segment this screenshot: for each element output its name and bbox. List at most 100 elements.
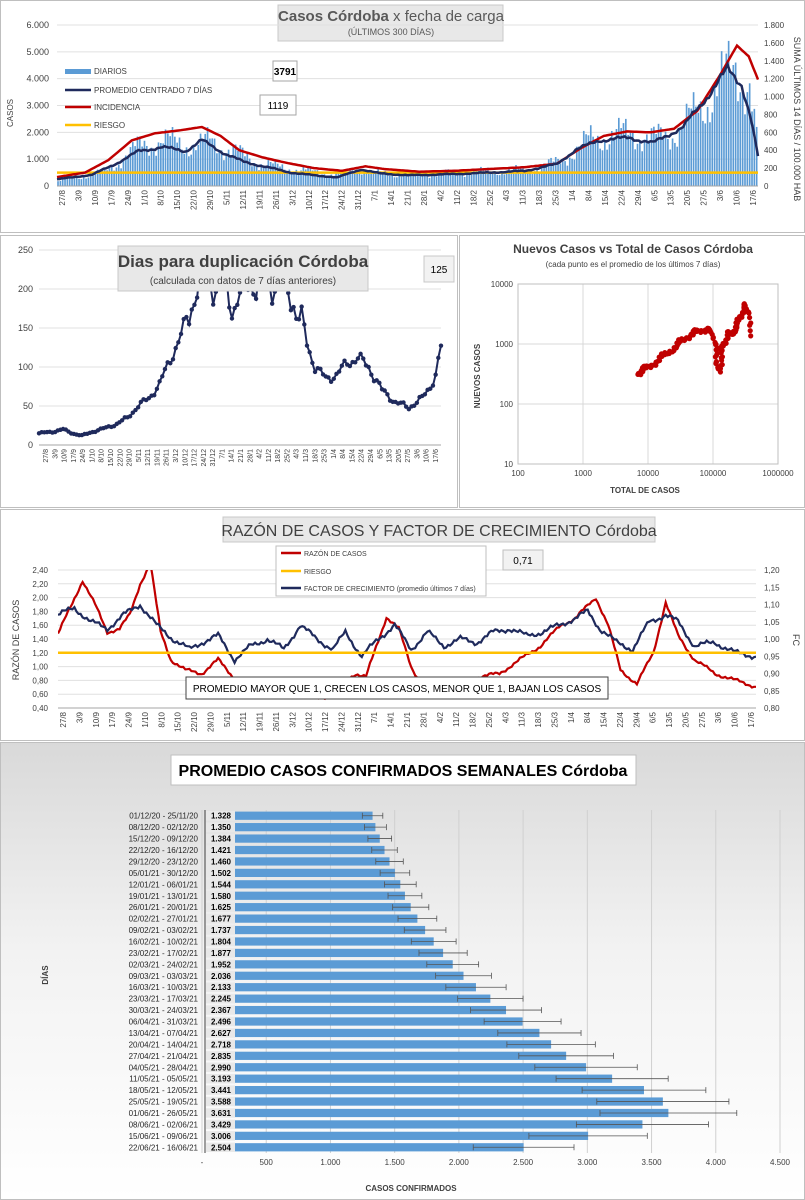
x-tick-label: 15/10 [174, 711, 183, 732]
x-tick-label: 4/3 [502, 189, 511, 201]
bar-diarios [71, 177, 73, 186]
x-tick-label: 12/11 [239, 189, 248, 209]
scatter-point [719, 354, 726, 360]
x-tick-label: 4/2 [436, 189, 445, 201]
data-point [135, 405, 141, 410]
bar-diarios [706, 106, 709, 186]
x-tick-label: 18/2 [469, 711, 478, 727]
bar-diarios [480, 166, 482, 186]
value-label-bg [206, 913, 235, 924]
x-tick-label: 3/9 [75, 711, 84, 723]
bar-diarios [414, 173, 417, 186]
bar-value-label: 3.193 [211, 1075, 232, 1084]
data-point [253, 296, 259, 302]
x-tick-label: 25/2 [485, 711, 494, 727]
bar-diarios [227, 149, 230, 186]
bar-diarios [66, 178, 69, 186]
x-tick-label: 11/3 [303, 449, 310, 462]
y-tick-label-left: 2,00 [32, 594, 48, 603]
data-point [414, 400, 420, 406]
y-tick-label: 250 [18, 245, 33, 255]
bar-diarios [435, 176, 438, 186]
bar-diarios [720, 51, 723, 186]
bar-weekly [235, 834, 380, 843]
bar-diarios [417, 172, 419, 186]
data-point [385, 392, 390, 397]
x-tick-label: 22/4 [617, 189, 626, 205]
bar-diarios [286, 171, 288, 186]
y-axis-label: DÍAS [41, 965, 50, 985]
data-point [355, 356, 361, 361]
bar-diarios [407, 173, 410, 186]
data-point [336, 369, 342, 374]
x-tick-label: 4.500 [770, 1158, 791, 1167]
bar-diarios [440, 171, 443, 186]
bar-value-label: 3.441 [211, 1086, 232, 1095]
x-tick-label: 14/1 [387, 711, 396, 727]
bar-diarios [496, 174, 499, 186]
chart-title: RAZÓN DE CASOS Y FACTOR DE CRECIMIENTO C… [221, 521, 656, 540]
value-label-bg [206, 811, 235, 821]
bar-diarios [536, 169, 538, 186]
legend-label-promedio: PROMEDIO CENTRADO 7 DÍAS [94, 86, 212, 95]
bar-diarios [744, 114, 746, 186]
bar-diarios [174, 136, 176, 186]
value-label-bg [206, 833, 235, 844]
chart-title: Dias para duplicación Córdoba [118, 252, 369, 271]
bar-diarios [454, 171, 457, 186]
bar-value-label: 1.580 [211, 892, 232, 901]
bar-diarios [566, 165, 569, 186]
value-label-bg [206, 1131, 235, 1141]
chart-title: Nuevos Casos vs Total de Casos Córdoba [513, 242, 753, 256]
data-point [369, 372, 374, 377]
bar-diarios [136, 136, 139, 186]
data-point [342, 358, 347, 363]
x-tick-label: 19/11 [255, 189, 264, 209]
bar-diarios [167, 133, 169, 186]
x-tick-label: 29/10 [206, 711, 215, 732]
bar-diarios [164, 129, 167, 186]
bar-value-label: 1.384 [211, 835, 232, 844]
bar-diarios [393, 177, 396, 186]
x-tick-label: 13/5 [665, 711, 674, 727]
bar-diarios [424, 174, 426, 186]
x-tick-label: 17/12 [321, 189, 330, 210]
bar-diarios [419, 171, 422, 186]
y-tick-label-left: 2,40 [32, 566, 48, 575]
bar-weekly [235, 914, 418, 923]
bar-diarios [195, 150, 197, 186]
data-point [178, 331, 184, 337]
bar-diarios [704, 123, 707, 186]
bar-weekly [235, 823, 376, 832]
bar-diarios [323, 174, 326, 186]
bar-diarios [405, 172, 407, 186]
bar-diarios [370, 169, 372, 186]
bar-diarios [82, 177, 85, 186]
x-tick-label: 3.000 [577, 1158, 598, 1167]
bar-diarios [94, 173, 97, 186]
x-tick-label: 31/12 [210, 449, 217, 467]
bar-diarios [206, 127, 209, 186]
data-point [192, 302, 197, 308]
bar-weekly [235, 845, 385, 855]
category-label: 16/02/21 - 10/02/21 [129, 937, 199, 946]
bar-diarios [78, 178, 80, 186]
bar-diarios [711, 112, 714, 186]
x-tick-label: 28/1 [420, 189, 429, 205]
new-vs-total-chart-panel: Nuevos Casos vs Total de Casos Córdoba (… [459, 235, 805, 508]
bar-diarios [183, 153, 186, 186]
y-tick-label: 10 [504, 460, 513, 469]
y-axis-label: NUEVOS CASOS [473, 343, 482, 408]
bar-diarios [545, 165, 548, 186]
bar-diarios [428, 177, 431, 186]
bar-diarios [96, 169, 99, 186]
bar-diarios [431, 175, 433, 186]
data-point [152, 393, 157, 398]
data-point [339, 363, 345, 368]
x-tick-label: 24/12 [201, 449, 208, 467]
x-tick-label: 26/11 [272, 711, 281, 731]
y-tick-label-left: 0,80 [32, 676, 48, 685]
bar-diarios [185, 147, 188, 186]
scatter-point [747, 328, 753, 334]
bar-diarios [181, 149, 183, 186]
